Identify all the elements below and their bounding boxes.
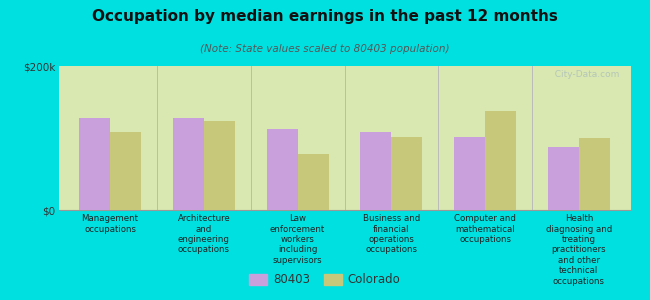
Text: (Note: State values scaled to 80403 population): (Note: State values scaled to 80403 popu… — [200, 44, 450, 53]
Text: Occupation by median earnings in the past 12 months: Occupation by median earnings in the pas… — [92, 9, 558, 24]
Bar — [548, 147, 579, 210]
Bar — [485, 111, 516, 210]
Bar — [391, 136, 423, 210]
Bar — [79, 118, 110, 210]
Legend: 80403, Colorado: 80403, Colorado — [244, 269, 406, 291]
Text: City-Data.com: City-Data.com — [549, 70, 619, 79]
Bar — [266, 129, 298, 210]
Bar — [298, 154, 328, 210]
Bar — [361, 132, 391, 210]
Bar — [110, 132, 141, 210]
Bar — [454, 136, 485, 210]
Bar — [204, 121, 235, 210]
Bar — [173, 118, 204, 210]
Bar — [579, 138, 610, 210]
